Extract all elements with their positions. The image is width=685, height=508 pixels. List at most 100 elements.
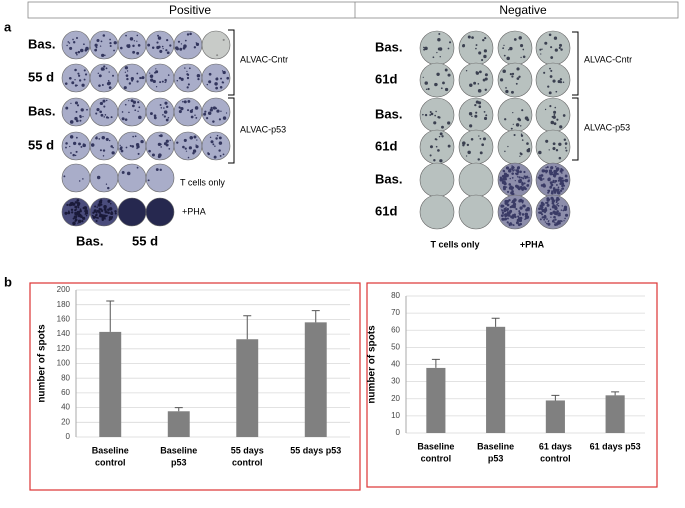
x-tick-label: control (540, 453, 571, 463)
well (117, 30, 147, 60)
spot (99, 102, 102, 105)
chart-frame (366, 282, 658, 488)
spot (540, 207, 543, 211)
spot (520, 44, 524, 48)
spot (541, 213, 544, 216)
spot (475, 71, 480, 75)
spot (502, 47, 505, 50)
spot (104, 210, 108, 214)
spot (182, 100, 184, 103)
spot (105, 183, 108, 185)
y-tick-label: 0 (66, 432, 71, 441)
spot (528, 209, 530, 212)
spot (97, 72, 100, 75)
spot (444, 68, 448, 72)
spot (558, 176, 562, 181)
spot (422, 113, 424, 116)
spot (557, 212, 561, 216)
spot (484, 73, 488, 77)
bracket (572, 31, 579, 161)
spot (82, 216, 86, 220)
spot (519, 214, 521, 216)
spot (499, 78, 504, 82)
spot (541, 169, 545, 173)
spot (548, 91, 552, 95)
pha-label: +PHA (182, 206, 206, 216)
spot (524, 187, 527, 191)
spot (78, 74, 81, 77)
spot (183, 138, 187, 142)
spot (501, 204, 505, 208)
spot (161, 45, 164, 48)
spot (138, 106, 141, 109)
spot (540, 205, 543, 207)
spot (551, 213, 553, 215)
spot (502, 69, 506, 74)
spot (509, 211, 512, 214)
spot (160, 143, 162, 145)
spot (167, 74, 170, 76)
spot (560, 209, 563, 211)
spot (72, 217, 75, 220)
spot (164, 81, 166, 84)
spot (215, 107, 218, 110)
spot (96, 206, 98, 208)
spot (501, 174, 505, 178)
spot (101, 135, 106, 140)
spot (516, 77, 520, 80)
spot (189, 32, 192, 36)
spot (509, 73, 513, 76)
spot (521, 201, 524, 203)
spot (503, 214, 505, 216)
spot (83, 69, 86, 72)
spot (70, 208, 74, 211)
spot (559, 43, 563, 47)
spot (508, 183, 512, 186)
spot (558, 156, 562, 160)
spot (485, 114, 488, 117)
spot (519, 206, 523, 210)
spot (521, 181, 524, 184)
spot (125, 34, 127, 37)
spot (78, 215, 80, 217)
spot (509, 205, 512, 209)
spot (550, 216, 552, 218)
spot (187, 83, 190, 86)
spot (184, 67, 186, 69)
spot (95, 219, 98, 223)
spot (96, 213, 98, 215)
spot (113, 41, 117, 45)
spot (128, 100, 130, 102)
spot (434, 114, 436, 117)
spot (99, 213, 102, 216)
spot (548, 172, 551, 174)
spot (152, 79, 156, 84)
spot (471, 36, 474, 39)
spot (212, 143, 215, 146)
spot (101, 83, 104, 86)
spot (555, 221, 560, 226)
spot (151, 46, 155, 49)
spot (441, 135, 444, 138)
spot (505, 87, 507, 89)
spot (553, 113, 556, 116)
spot (468, 112, 473, 116)
spot (75, 36, 79, 40)
spot (119, 144, 121, 146)
spot (100, 208, 103, 210)
spot (204, 110, 207, 113)
spot (545, 167, 547, 169)
spot (540, 201, 544, 205)
spot (438, 47, 443, 51)
bottom-label: Bas. (76, 233, 103, 248)
spot (65, 142, 68, 145)
spot (79, 209, 82, 213)
row-label: Bas. (375, 106, 402, 121)
spot (177, 40, 181, 43)
spot (103, 207, 107, 211)
spot (113, 49, 115, 52)
spot (552, 187, 556, 190)
spot (212, 120, 215, 123)
x-tick-label: control (95, 457, 126, 467)
spot (503, 170, 506, 173)
